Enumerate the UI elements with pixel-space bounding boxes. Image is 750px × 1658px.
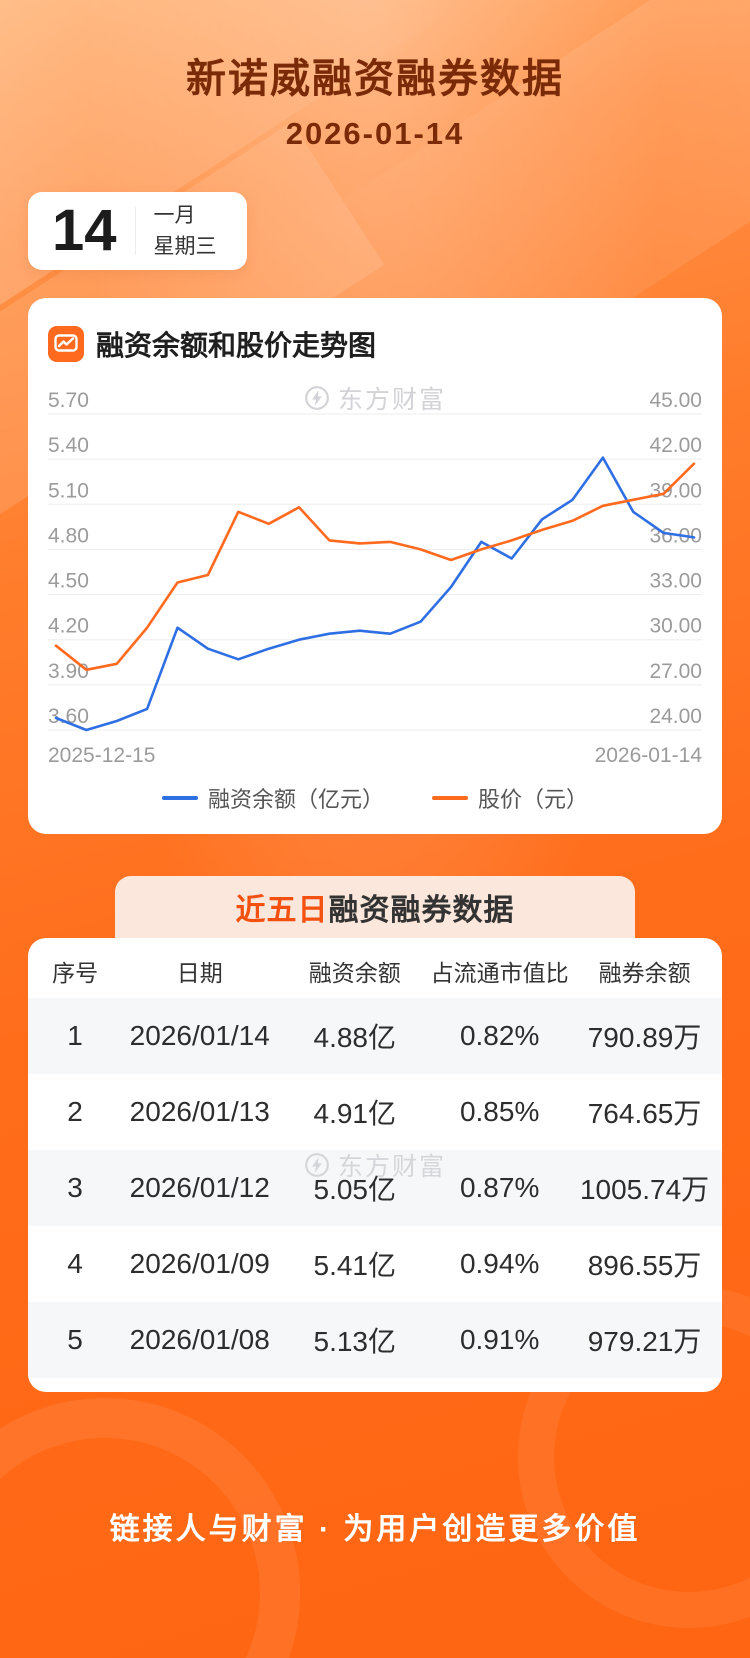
cell-seq: 1 (67, 1020, 83, 1051)
cell-ratio: 0.94% (459, 1248, 540, 1279)
svg-text:4.80: 4.80 (48, 524, 89, 547)
column-header-short-balance: 融券余额 (598, 960, 691, 986)
svg-text:42.00: 42.00 (649, 434, 702, 457)
page-title: 新诺威融资融券数据 (186, 57, 564, 101)
cell-date: 2026/01/13 (129, 1096, 270, 1127)
svg-text:24.00: 24.00 (649, 705, 702, 728)
cell-seq: 5 (67, 1324, 83, 1355)
calendar-weekday: 星期三 (153, 234, 217, 258)
legend-item-stock-price: 股价（元） (432, 782, 588, 814)
chart-section-title: 融资余额和股价走势图 (96, 330, 377, 361)
column-header-margin-balance: 融资余额 (308, 960, 401, 986)
cell-date: 2026/01/09 (129, 1248, 270, 1279)
svg-text:5.10: 5.10 (48, 479, 89, 502)
svg-text:2025-12-15: 2025-12-15 (48, 744, 155, 767)
cell-margin-balance: 4.91亿 (313, 1098, 397, 1129)
calendar-divider (134, 207, 136, 255)
chart-area: 东方财富 5.70 45.00 5.40 42.00 5.10 39.00 4.80 36.0… (48, 384, 702, 768)
cell-seq: 2 (67, 1096, 83, 1127)
svg-text:4.50: 4.50 (48, 570, 89, 593)
chart-card: 融资余额和股价走势图 东方财富 5.70 45.00 5.40 42.00 5.10 39… (28, 298, 722, 834)
legend-swatch-orange (432, 796, 468, 800)
column-header-date: 日期 (176, 960, 223, 986)
table-row: 2 2026/01/13 4.91亿 0.85% 764.65万 (28, 1074, 722, 1150)
cell-seq: 3 (67, 1172, 83, 1203)
table-title-rest: 融资融券数据 (328, 894, 515, 927)
svg-text:3.60: 3.60 (48, 705, 89, 728)
calendar-month: 一月 (153, 204, 196, 228)
trend-line-chart: 5.70 45.005.40 42.005.10 39.004.80 36.004.50… (48, 389, 702, 767)
calendar-card: 14 一月 星期三 (28, 192, 247, 270)
column-header-seq: 序号 (52, 960, 99, 986)
cell-ratio: 0.82% (459, 1020, 540, 1051)
table-title-highlight: 近五日 (235, 894, 329, 927)
table-row: 1 2026/01/14 4.88亿 0.82% 790.89万 (28, 998, 722, 1074)
legend-item-margin-balance: 融资余额（亿元） (161, 782, 384, 814)
chart-card-header: 融资余额和股价走势图 (48, 324, 702, 364)
cell-date: 2026/01/12 (129, 1172, 270, 1203)
cell-short-balance: 979.21万 (587, 1326, 702, 1357)
cell-margin-balance: 5.13亿 (313, 1326, 397, 1357)
cell-margin-balance: 5.05亿 (313, 1174, 397, 1205)
cell-date: 2026/01/08 (129, 1324, 270, 1355)
svg-text:33.00: 33.00 (649, 570, 702, 593)
cell-ratio: 0.91% (459, 1324, 540, 1355)
svg-text:39.00: 39.00 (649, 479, 702, 502)
page-date: 2026-01-14 (285, 116, 465, 151)
cell-seq: 4 (67, 1248, 83, 1279)
table-header-row: 序号 日期 融资余额 占流通市值比 融券余额 (28, 944, 722, 998)
svg-text:30.00: 30.00 (649, 615, 702, 638)
cell-short-balance: 1005.74万 (579, 1174, 710, 1205)
cell-short-balance: 896.55万 (587, 1250, 702, 1281)
svg-text:4.20: 4.20 (48, 615, 89, 638)
svg-text:5.70: 5.70 (48, 389, 89, 412)
legend-swatch-blue (161, 796, 198, 800)
footer-slogan: 链接人与财富 · 为用户创造更多价值 (109, 1513, 641, 1546)
column-header-ratio: 占流通市值比 (430, 960, 569, 986)
cell-margin-balance: 5.41亿 (313, 1250, 397, 1281)
table-section-title: 近五日 融资融券数据 (115, 876, 635, 938)
svg-text:5.40: 5.40 (48, 434, 89, 457)
chart-legend: 融资余额（亿元） 股价（元） (48, 782, 702, 814)
svg-text:27.00: 27.00 (649, 660, 702, 683)
calendar-day: 14 (52, 198, 117, 263)
svg-text:45.00: 45.00 (649, 389, 702, 412)
table-row: 4 2026/01/09 5.41亿 0.94% 896.55万 (28, 1226, 722, 1302)
cell-ratio: 0.87% (459, 1172, 540, 1203)
table-card: 东方财富 序号 日期 融资余额 占流通市值比 融券余额 1 2026/01/14… (28, 938, 722, 1392)
legend-label: 融资余额（亿元） (207, 787, 384, 812)
trend-chart-icon (48, 326, 84, 362)
table-row: 5 2026/01/08 5.13亿 0.91% 979.21万 (28, 1302, 722, 1378)
cell-margin-balance: 4.88亿 (313, 1022, 397, 1053)
cell-short-balance: 790.89万 (587, 1022, 702, 1053)
table-row: 3 2026/01/12 5.05亿 0.87% 1005.74万 (28, 1150, 722, 1226)
cell-ratio: 0.85% (459, 1096, 540, 1127)
legend-label: 股价（元） (478, 787, 589, 812)
cell-short-balance: 764.65万 (587, 1098, 702, 1129)
cell-date: 2026/01/14 (129, 1020, 270, 1051)
svg-text:3.90: 3.90 (48, 660, 89, 683)
svg-text:2026-01-14: 2026-01-14 (595, 744, 702, 767)
